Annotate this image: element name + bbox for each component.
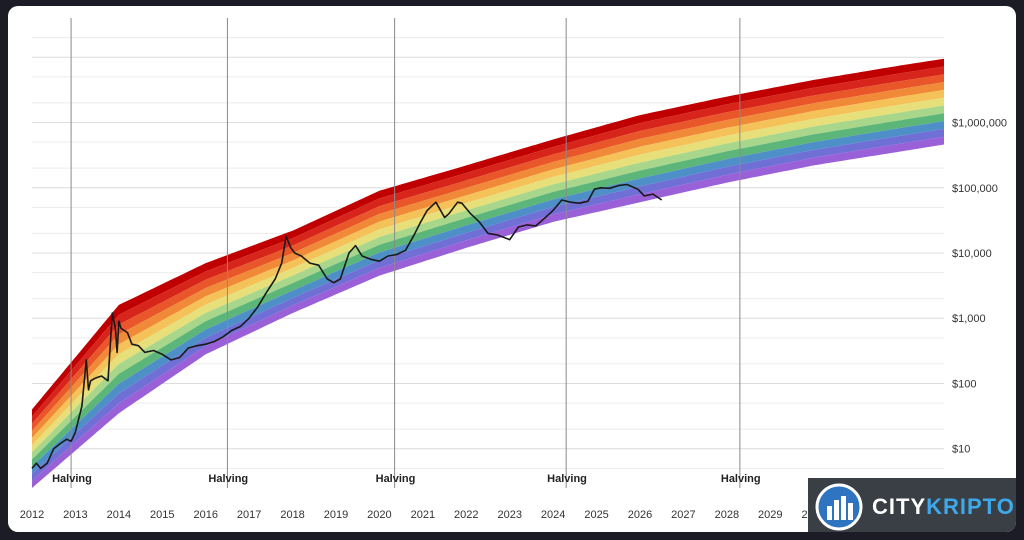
y-tick-label: $10,000 (952, 248, 992, 260)
y-tick-label: $1,000,000 (952, 118, 1007, 130)
halving-label: Halving (208, 473, 248, 485)
rainbow-bands (32, 58, 944, 488)
y-tick-label: $1,000 (952, 313, 986, 325)
halving-label: Halving (547, 473, 587, 485)
x-tick-label: 2012 (20, 509, 44, 521)
x-tick-label: 2020 (367, 509, 391, 521)
x-tick-label: 2027 (671, 509, 695, 521)
x-tick-label: 2029 (758, 509, 782, 521)
watermark-kripto: KRIPTO (926, 494, 1015, 519)
halving-label: Halving (52, 473, 92, 485)
watermark-text: CITYKRIPTO (872, 494, 1015, 520)
halving-lines: Halving Halving Halving Halving Halving (52, 18, 761, 488)
bitcoin-rainbow-chart: Halving Halving Halving Halving Halving $10$… (20, 18, 1007, 521)
x-tick-label: 2014 (107, 509, 131, 521)
x-tick-label: 2022 (454, 509, 478, 521)
chart-frame: Halving Halving Halving Halving Halving $10 $… (8, 6, 1016, 532)
price-series (31, 183, 663, 470)
price-line (31, 183, 663, 470)
watermark-city: CITY (872, 494, 927, 519)
x-tick-label: 2025 (584, 509, 608, 521)
city-logo-icon (815, 483, 863, 531)
halving-label: Halving (376, 473, 416, 485)
x-tick-label: 2023 (497, 509, 521, 521)
x-tick-label: 2015 (150, 509, 174, 521)
citykripto-watermark: CITYKRIPTO (808, 478, 1016, 532)
x-tick-label: 2018 (280, 509, 304, 521)
y-axis: $10 $100 $1,000 $10,000 $100,000 $1,000,000 (952, 118, 1007, 456)
x-tick-label: 2028 (715, 509, 739, 521)
x-tick-label: 2024 (541, 509, 565, 521)
x-axis: 2012 2013 2014 2015 2016 2017 2018 2019 2020 2021… (20, 509, 913, 521)
x-tick-label: 2013 (63, 509, 87, 521)
y-tick-label: $100,000 (952, 183, 998, 195)
x-tick-label: 2026 (628, 509, 652, 521)
y-tick-label: $100 (952, 378, 976, 390)
x-tick-label: 2019 (324, 509, 348, 521)
x-tick-label: 2021 (411, 509, 435, 521)
halving-label: Halving (721, 473, 761, 485)
y-tick-label: $10 (952, 444, 970, 456)
x-tick-label: 2017 (237, 509, 261, 521)
x-tick-label: 2016 (193, 509, 217, 521)
